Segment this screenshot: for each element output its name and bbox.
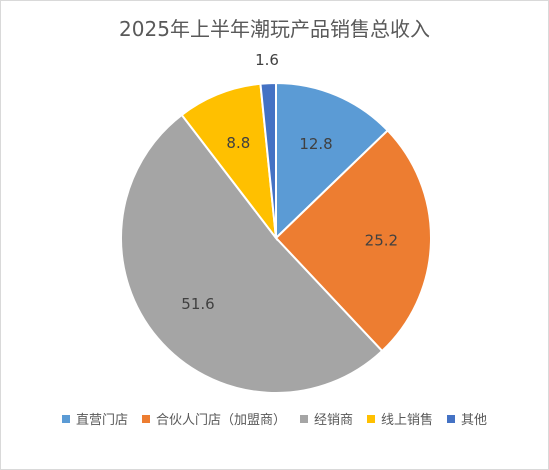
legend-label: 线上销售 <box>381 413 434 428</box>
legend-label: 直营门店 <box>75 413 128 428</box>
legend-swatch <box>367 414 375 423</box>
legend-swatch <box>447 414 456 423</box>
data-label-4: 8.8 <box>226 134 250 152</box>
pie-slice-5 <box>259 81 277 239</box>
data-label-1: 12.8 <box>299 135 332 153</box>
data-label-5: 1.6 <box>255 51 279 69</box>
legend: 直营门店 合伙人门店（加盟商） 经销商 线上销售 其他 <box>1 409 548 428</box>
chart-title: 2025年上半年潮玩产品销售总收入 <box>119 17 430 41</box>
pie-slice-4 <box>180 82 278 242</box>
legend-label: 其他 <box>461 413 488 428</box>
legend-swatch <box>61 414 70 423</box>
legend-item-5: 其他 <box>447 409 487 428</box>
data-label-2: 25.2 <box>365 232 398 250</box>
pie-chart: 12.8 25.2 51.6 8.8 1.6 <box>120 51 432 394</box>
legend-swatch <box>141 414 150 423</box>
pie-slice-2 <box>274 129 432 353</box>
legend-item-2: 合伙人门店（加盟商） <box>141 409 286 428</box>
pie-slice-1 <box>275 81 390 241</box>
pie-slice-3 <box>120 113 384 394</box>
legend-item-4: 线上销售 <box>367 409 433 428</box>
data-label-3: 51.6 <box>181 295 214 313</box>
legend-label: 合伙人门店（加盟商） <box>155 413 286 428</box>
legend-label: 经销商 <box>313 413 353 428</box>
legend-item-3: 经销商 <box>299 409 353 428</box>
legend-item-1: 直营门店 <box>61 409 128 428</box>
legend-swatch <box>299 414 308 423</box>
